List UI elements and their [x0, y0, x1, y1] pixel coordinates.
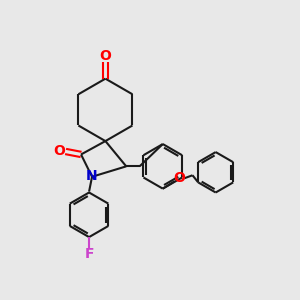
Text: O: O	[173, 171, 185, 185]
Text: F: F	[84, 247, 94, 261]
Text: N: N	[85, 169, 97, 183]
Text: O: O	[54, 145, 66, 158]
Text: O: O	[100, 49, 111, 63]
